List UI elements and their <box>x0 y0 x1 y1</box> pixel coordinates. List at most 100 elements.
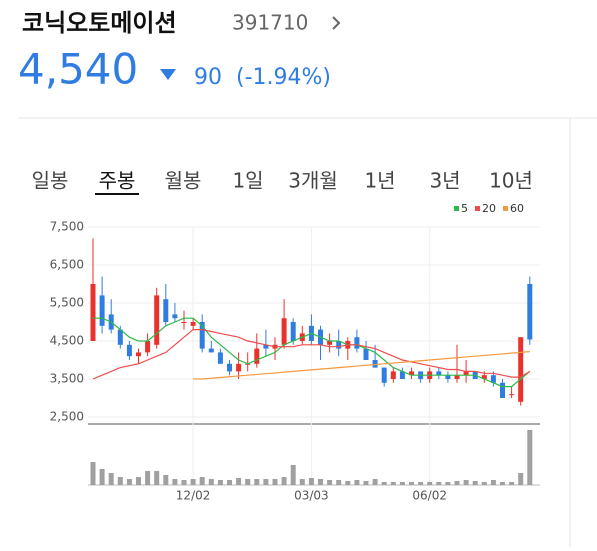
tab[interactable]: 일봉 <box>32 169 69 193</box>
candle-body <box>117 329 123 345</box>
candle-body <box>227 363 232 372</box>
candle-body <box>254 348 260 364</box>
candle-body <box>500 382 505 398</box>
volume-bar <box>236 478 242 485</box>
volume-bar <box>281 477 287 485</box>
chevron[interactable] <box>332 16 341 30</box>
candle-body <box>409 371 414 376</box>
volume-bar <box>154 471 160 485</box>
y-tick-label: 4,500 <box>50 334 84 348</box>
stock-code[interactable]: 391710 <box>232 11 308 35</box>
candle-body <box>336 341 342 349</box>
volume-bar <box>126 479 132 485</box>
candle-body <box>327 341 333 345</box>
tab[interactable]: 10년 <box>489 169 533 193</box>
legend-swatch <box>475 206 480 211</box>
volume-bar <box>463 480 469 485</box>
candle-body <box>172 314 178 319</box>
candle-body <box>263 344 269 349</box>
candle-body <box>90 284 96 341</box>
volume-bar <box>500 482 505 485</box>
volume-bar <box>190 479 196 485</box>
volume-bar <box>481 482 487 485</box>
candle-body <box>136 352 141 357</box>
volume-bar <box>199 477 205 485</box>
volume-bar <box>427 482 433 485</box>
change: 90 <box>194 65 222 90</box>
tab[interactable]: 3년 <box>429 169 460 193</box>
volume-bar <box>436 482 442 485</box>
candle-body <box>99 295 105 326</box>
x-tick-label: 12/02 <box>176 489 211 503</box>
legend-label: 20 <box>482 202 496 215</box>
candle-body <box>163 299 169 322</box>
candle-body <box>363 348 369 360</box>
volume-bar <box>327 480 333 485</box>
down-arrow <box>160 69 176 80</box>
candle-body <box>354 337 360 349</box>
volume-bar <box>354 480 360 485</box>
volume-bar <box>172 479 178 485</box>
volume-bar <box>208 479 214 485</box>
candle-body <box>436 371 442 376</box>
legend-label: 5 <box>461 202 468 215</box>
volume-bar <box>509 482 515 485</box>
stock-name: 코닉오토메이션 <box>22 9 177 37</box>
tab[interactable]: 주봉 <box>99 169 136 193</box>
candle-body <box>199 322 205 349</box>
candle-body <box>145 341 151 353</box>
volume-bar <box>336 480 342 485</box>
candle-body <box>181 322 187 323</box>
tab[interactable]: 3개월 <box>288 169 338 193</box>
candle-body <box>490 375 496 383</box>
candle-body <box>372 360 378 368</box>
y-tick-label: 3,500 <box>50 372 84 386</box>
tabs: 일봉 주봉 월봉 1일 3개월 1년 3년 10년 <box>32 169 533 195</box>
volume-bar <box>409 482 414 485</box>
volume-bar <box>90 462 96 485</box>
volume-bar <box>299 479 305 485</box>
chart: 2,500 3,500 4,500 5,500 6,500 7,500 12/02 03/03… <box>50 202 540 503</box>
y-tick-label: 6,500 <box>50 258 84 272</box>
y-tick-label: 5,500 <box>50 296 84 310</box>
volume-bar <box>318 479 323 485</box>
price: 4,540 <box>18 45 138 94</box>
candle-body <box>190 322 196 326</box>
volume-bar <box>418 482 424 485</box>
candle-body <box>390 371 396 379</box>
tab[interactable]: 1년 <box>364 169 395 193</box>
candle-body <box>217 352 223 364</box>
volume-bar <box>490 480 496 485</box>
ma-line <box>193 351 530 380</box>
volume-bar <box>145 471 151 485</box>
candle-body <box>481 375 487 379</box>
ma-line <box>92 329 531 380</box>
volume-bar <box>254 479 260 485</box>
volume-bar <box>227 480 232 485</box>
volume-bar <box>472 481 478 485</box>
candle-body <box>509 394 515 396</box>
x-tick-label: 06/02 <box>412 489 447 503</box>
volume-bar <box>217 480 223 485</box>
ma-line <box>93 317 531 388</box>
volume-bar <box>272 479 278 485</box>
change-pct: (-1.94%) <box>236 65 331 90</box>
y-tick-label: 7,500 <box>50 220 84 234</box>
volume-bar <box>290 465 296 485</box>
volume-bar <box>390 482 396 485</box>
candle-body <box>208 348 214 353</box>
candle-body <box>281 318 287 345</box>
volume-bar <box>345 481 351 485</box>
volume-bar <box>108 473 114 485</box>
candle-body <box>445 375 451 379</box>
legend-swatch <box>503 206 508 211</box>
candle-body <box>381 367 387 383</box>
volume-bar <box>454 481 460 485</box>
candle-body <box>126 344 132 357</box>
volume-bar <box>117 477 123 485</box>
tab[interactable]: 월봉 <box>165 169 202 193</box>
tab[interactable]: 1일 <box>232 169 263 193</box>
candle-body <box>290 322 296 341</box>
